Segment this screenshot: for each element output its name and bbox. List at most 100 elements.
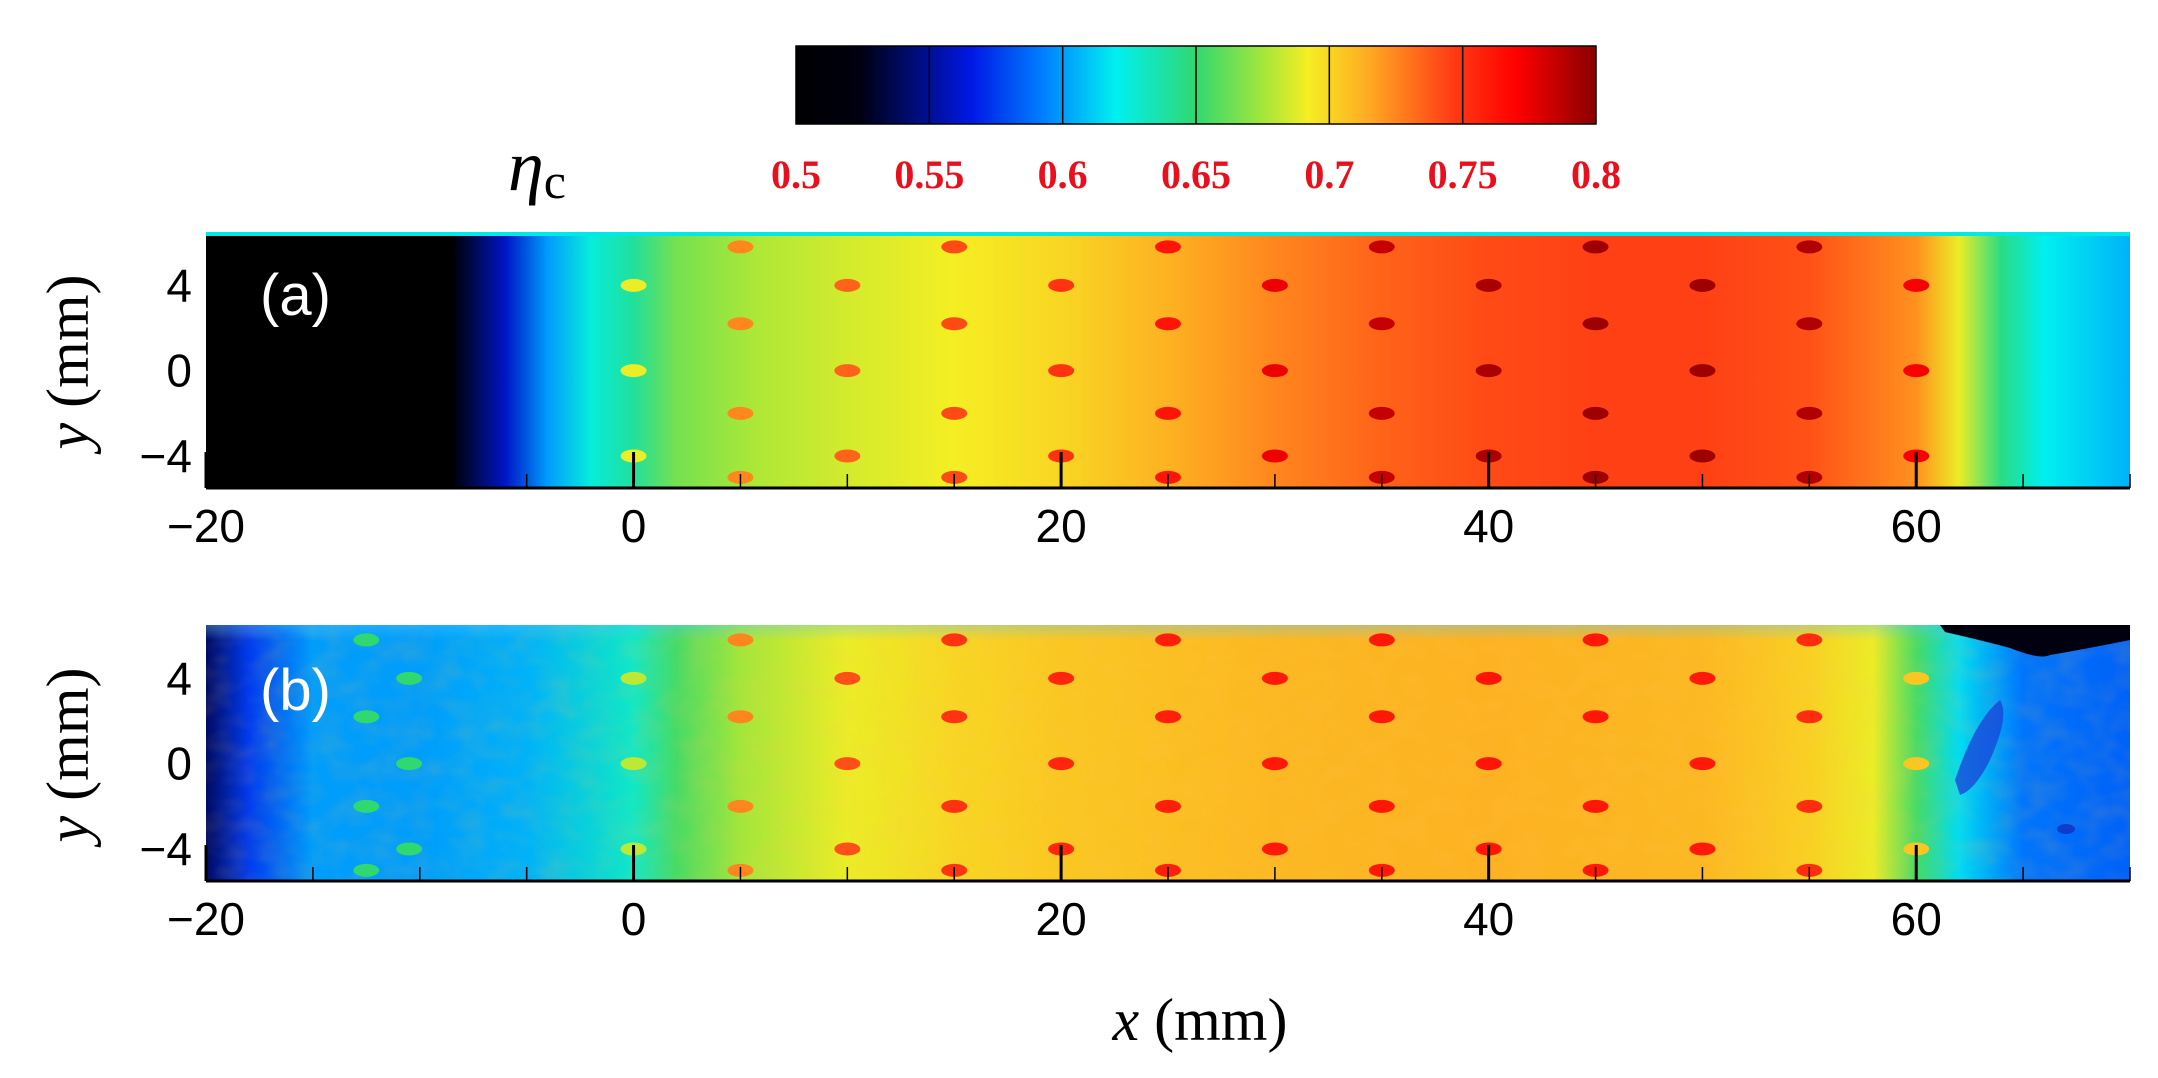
colorbar-tick-label: 0.55 [894, 152, 964, 197]
hole-marker [1689, 671, 1716, 685]
hole-marker [1796, 240, 1823, 254]
panel-a-ylabel-text: y (mm) [35, 275, 101, 456]
hole-marker [1689, 757, 1716, 771]
x-tick-label: 0 [621, 500, 647, 552]
hole-marker [1368, 317, 1395, 331]
colorbar-dividers [928, 46, 1464, 124]
x-tick-label: 60 [1891, 500, 1942, 552]
y-tick-label: 0 [166, 345, 192, 397]
hole-marker [1582, 406, 1609, 420]
panel-a: −20 0 20 40 60 40−4 (a) y (mm) [35, 232, 2131, 552]
y-tick-label: 4 [166, 259, 192, 311]
axis-unit: (mm) [35, 668, 101, 816]
panel-a-top-edge [206, 232, 2130, 236]
hole-marker [1475, 671, 1502, 685]
hole-marker [1582, 799, 1609, 813]
hole-marker [1796, 406, 1823, 420]
hole-marker [727, 240, 754, 254]
x-tick-label: 0 [621, 893, 647, 945]
panel-a-y-ticks: 4 0 −4 [140, 259, 192, 482]
hole-marker [1048, 364, 1075, 378]
axis-unit: (mm) [35, 275, 101, 423]
axis-variable: x [1112, 987, 1140, 1053]
hole-marker [1261, 449, 1288, 463]
colorbar-title: ηc [508, 126, 566, 209]
hole-marker [941, 240, 968, 254]
hole-marker [1368, 240, 1395, 254]
hole-marker [1475, 278, 1502, 292]
hole-marker [834, 757, 861, 771]
hole-marker [1582, 710, 1609, 724]
hole-marker [1689, 278, 1716, 292]
colorbar-title-symbol: η [508, 126, 544, 206]
panel-b-right-streak [1955, 700, 2004, 795]
colorbar-tick-label: 0.5 [771, 152, 821, 197]
panel-b: −20 0 20 40 60 40−4 (b) y (mm) [35, 625, 2131, 945]
hole-marker [941, 406, 968, 420]
x-tick-label: −20 [167, 500, 245, 552]
hole-marker [1048, 671, 1075, 685]
panel-a-markers [620, 240, 1930, 484]
hole-marker [834, 364, 861, 378]
colorbar-tick-labels: 0.5 0.55 0.6 0.65 0.7 0.75 0.8 [771, 152, 1621, 197]
hole-marker [1796, 799, 1823, 813]
axis-unit: (mm) [1139, 987, 1287, 1053]
hole-marker [1155, 799, 1181, 813]
hole-marker [1261, 671, 1288, 685]
panel-b-dark-corner [1940, 625, 2130, 657]
hole-marker [834, 842, 861, 856]
panel-b-label: (b) [260, 658, 331, 723]
hole-marker [727, 633, 754, 647]
hole-marker [1796, 317, 1823, 331]
hole-marker [353, 863, 380, 877]
x-tick-label: 20 [1036, 893, 1087, 945]
hole-marker [1368, 799, 1395, 813]
colorbar-tick-label: 0.8 [1571, 152, 1621, 197]
x-tick-label: 20 [1036, 500, 1087, 552]
x-axis-title: x (mm) [1112, 987, 1288, 1053]
hole-marker [727, 799, 754, 813]
hole-marker [1689, 364, 1716, 378]
hole-marker [1261, 842, 1288, 856]
axis-variable: y [35, 422, 101, 455]
hole-marker [834, 449, 861, 463]
hole-marker [941, 317, 968, 331]
hole-marker [1903, 278, 1930, 292]
hole-marker [1582, 317, 1609, 331]
hole-marker [1368, 406, 1395, 420]
hole-marker [1582, 240, 1609, 254]
panel-a-label: (a) [260, 263, 331, 328]
hole-marker [727, 317, 754, 331]
hole-marker [1155, 317, 1181, 331]
hole-marker [1155, 633, 1181, 647]
colorbar-tick-label: 0.6 [1038, 152, 1088, 197]
panel-b-markers [353, 633, 1930, 877]
hole-marker [620, 278, 647, 292]
hole-marker [353, 710, 380, 724]
hole-marker [1261, 364, 1288, 378]
hole-marker [1368, 710, 1395, 724]
panel-b-ylabel-text: y (mm) [35, 668, 101, 849]
hole-marker [1689, 449, 1716, 463]
hole-marker [1048, 757, 1075, 771]
panel-b-right-spot [2057, 824, 2075, 834]
hole-marker [1903, 757, 1930, 771]
colorbar-title-subscript: c [544, 153, 566, 209]
y-tick-label: −4 [140, 823, 192, 875]
x-tick-label: 40 [1463, 500, 1514, 552]
hole-marker [620, 757, 647, 771]
panel-b-ylabel: y (mm) [35, 668, 101, 849]
x-tick-label: 60 [1891, 893, 1942, 945]
hole-marker [353, 799, 380, 813]
colorbar: 0.5 0.55 0.6 0.65 0.7 0.75 0.8 ηc [508, 45, 1621, 209]
hole-marker [941, 710, 968, 724]
panel-b-x-ticks: −20 0 20 40 60 [167, 845, 2131, 945]
colorbar-tick-label: 0.7 [1304, 152, 1354, 197]
panel-a-x-ticks: −20 0 20 40 60 [167, 452, 2131, 552]
hole-marker [1368, 633, 1395, 647]
panel-a-field [206, 232, 2130, 488]
hole-marker [941, 799, 968, 813]
hole-marker [1582, 633, 1609, 647]
hole-marker [727, 710, 754, 724]
